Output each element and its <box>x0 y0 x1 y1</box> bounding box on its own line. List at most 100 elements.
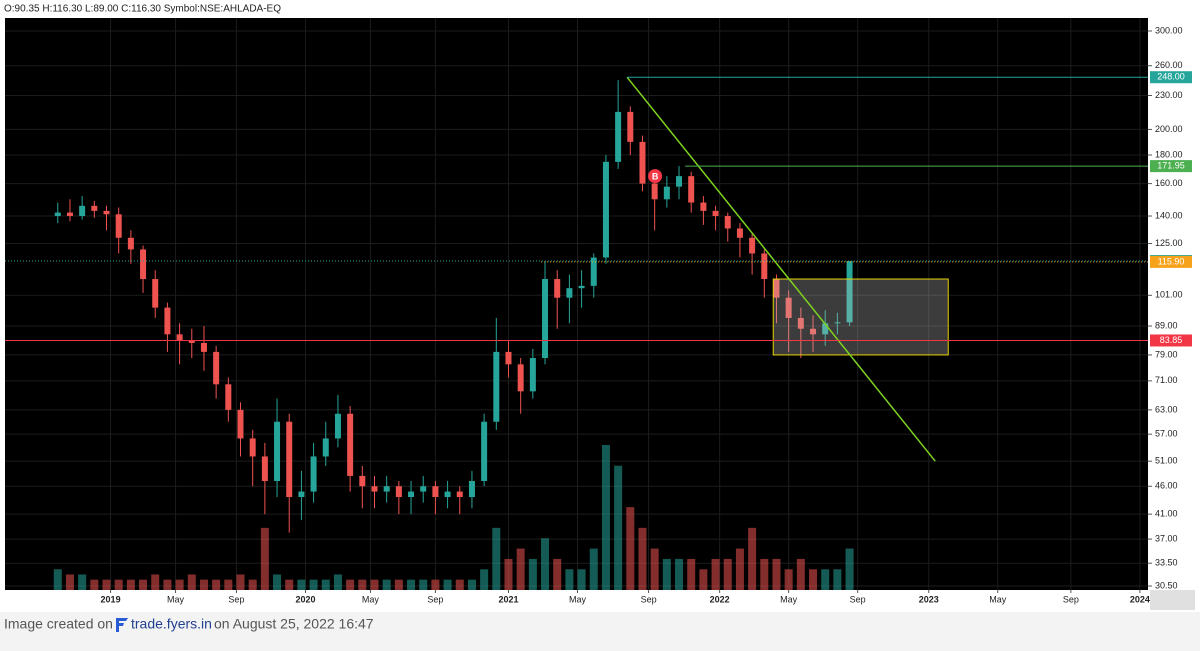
x-tick-label: 2021 <box>498 594 518 604</box>
y-tick-label: 200.00 <box>1155 124 1183 134</box>
candle-body <box>347 413 354 476</box>
ohlc-header: O:90.35 H:116.30 L:89.00 C:116.30 Symbol… <box>4 4 281 15</box>
volume-bar <box>260 527 269 590</box>
y-tick-label: 89.00 <box>1155 320 1178 330</box>
x-tick-label: Sep <box>850 594 866 604</box>
y-tick-label: 41.00 <box>1155 509 1178 519</box>
candle-body <box>91 205 98 211</box>
x-tick-label: 2024 <box>1130 594 1150 604</box>
volume-bar <box>175 579 184 590</box>
volume-bar <box>833 569 842 590</box>
x-tick-label: Sep <box>1063 594 1079 604</box>
candle-body <box>249 438 256 457</box>
volume-bar <box>139 579 148 590</box>
volume-bar <box>114 579 123 590</box>
candle-body <box>554 279 561 298</box>
volume-bar <box>443 579 452 590</box>
candle-body <box>505 351 512 365</box>
candle-body <box>773 279 780 298</box>
volume-bar <box>309 579 318 590</box>
volume-bar <box>53 569 62 590</box>
volume-bar <box>528 558 537 590</box>
x-tick-label: 2020 <box>295 594 315 604</box>
candle-body <box>408 491 415 498</box>
volume-bar <box>431 579 440 590</box>
candle-body <box>383 486 390 492</box>
y-tick-label: 260.00 <box>1155 60 1183 70</box>
volume-bar <box>407 579 416 590</box>
y-tick-label: 37.00 <box>1155 533 1178 543</box>
volume-bar <box>187 574 196 590</box>
footer-site[interactable]: trade.fyers.in <box>131 616 212 632</box>
candle-body <box>334 413 341 439</box>
candle-body <box>481 421 488 482</box>
y-tick-label: 125.00 <box>1155 238 1183 248</box>
candle-body <box>590 257 597 286</box>
candle-body <box>785 297 792 318</box>
volume-bar <box>102 579 111 590</box>
volume-bar <box>65 574 74 590</box>
volume-bar <box>796 558 805 590</box>
candle-body <box>615 111 622 162</box>
fyers-logo[interactable] <box>116 618 128 632</box>
candle-body <box>115 214 122 238</box>
candle-body <box>432 486 439 498</box>
volume-bar <box>394 579 403 590</box>
candle-body <box>140 249 147 280</box>
volume-bar <box>480 569 489 590</box>
candle-body <box>237 409 244 439</box>
volume-bar <box>601 445 610 590</box>
volume-bar <box>273 574 282 590</box>
candle-body <box>164 307 171 335</box>
y-tick-label: 30.50 <box>1155 580 1178 590</box>
volume-bar <box>199 579 208 590</box>
y-tick-label: 101.00 <box>1155 290 1183 300</box>
y-tick-label: 57.00 <box>1155 429 1178 439</box>
price-label-bg <box>1150 255 1192 268</box>
x-tick-label: May <box>780 594 798 604</box>
x-tick-label: 2022 <box>710 594 730 604</box>
candle-body <box>676 176 683 187</box>
volume-bar <box>577 569 586 590</box>
y-tick-label: 79.00 <box>1155 349 1178 359</box>
x-tick-label: May <box>362 594 380 604</box>
x-tick-label: May <box>167 594 185 604</box>
volume-bar <box>346 579 355 590</box>
range-box <box>772 278 949 356</box>
volume-bar <box>687 558 696 590</box>
candle-body <box>724 216 731 229</box>
candle-body <box>602 161 609 258</box>
volume-bar <box>614 465 623 590</box>
candle-body <box>700 202 707 211</box>
plot-group: B <box>5 18 1148 590</box>
candle-body <box>66 212 73 217</box>
volume-bar <box>821 569 830 590</box>
y-tick-label: 51.00 <box>1155 456 1178 466</box>
y-tick-label: 140.00 <box>1155 210 1183 220</box>
price-label: 171.95 <box>1157 160 1185 170</box>
price-label-bg <box>1150 71 1192 84</box>
x-tick-label: Sep <box>427 594 443 604</box>
candle-body <box>822 323 829 335</box>
volume-bar <box>212 579 221 590</box>
footer-prefix: Image created on <box>4 616 113 632</box>
price-label: 83.85 <box>1160 335 1183 345</box>
volume-bar <box>382 579 391 590</box>
price-label: 115.90 <box>1158 256 1185 266</box>
candle-body <box>359 475 366 487</box>
candle-body <box>298 491 305 498</box>
volume-bar <box>492 527 501 590</box>
signal-marker <box>648 169 663 184</box>
candle-body <box>127 237 134 250</box>
candle-body <box>420 486 427 492</box>
volume-bar <box>358 579 367 590</box>
volume-bar <box>504 558 513 590</box>
candle-body <box>322 438 329 457</box>
candle-body <box>639 141 646 184</box>
candle-body <box>456 491 463 498</box>
volume-bar <box>126 579 135 590</box>
candle-body <box>846 261 853 323</box>
corner-box <box>1150 590 1195 610</box>
price-label: 248.00 <box>1157 72 1185 82</box>
candle-body <box>310 456 317 492</box>
